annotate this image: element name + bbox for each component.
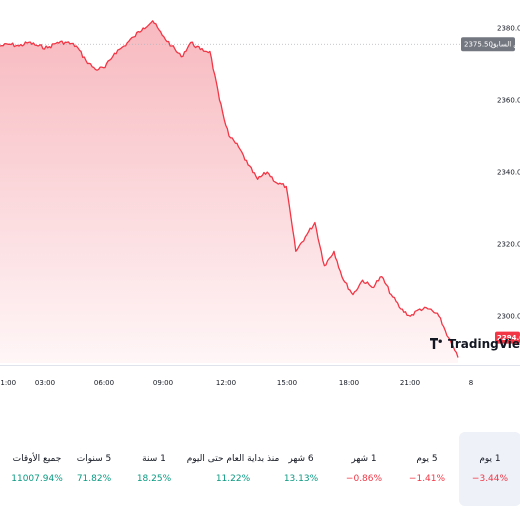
performance-period-label: 5 سنوات (76, 454, 112, 464)
x-tick-label: 09:00 (153, 379, 173, 387)
performance-tab[interactable]: جميع الأوقات 11007.94% (6, 432, 68, 506)
price-area-fill (0, 20, 458, 364)
y-tick-label: 2360.00 (497, 97, 520, 105)
x-tick-label: 12:00 (216, 379, 236, 387)
x-tick-label: 15:00 (277, 379, 297, 387)
performance-period-label: 5 يوم (416, 454, 438, 464)
previous-close-label: الإغلاق السابق2375.50 (464, 41, 520, 49)
performance-value: −1.41% (408, 474, 446, 484)
performance-value: 71.82% (76, 474, 112, 484)
x-tick-label: 01:00 (0, 379, 16, 387)
performance-period-label: منذ بداية العام حتى اليوم (186, 454, 280, 464)
performance-period-label: 1 شهر (351, 454, 377, 464)
x-tick-label: 21:00 (400, 379, 420, 387)
performance-tab[interactable]: 6 شهر 13.13% (270, 432, 332, 506)
last-price-label: 2294.05 (497, 334, 520, 342)
performance-tab[interactable]: منذ بداية العام حتى اليوم 11.22% (187, 432, 280, 506)
y-tick-label: 2340.00 (497, 169, 520, 177)
previous-close-title: الإغلاق السابق (491, 41, 520, 49)
performance-tab[interactable]: 5 سنوات 71.82% (63, 432, 125, 506)
performance-value: 11007.94% (11, 474, 63, 484)
y-tick-label: 2300.00 (497, 313, 520, 321)
y-tick-label: 2380.00 (497, 25, 520, 33)
performance-period-label: جميع الأوقات (12, 454, 62, 464)
price-chart[interactable]: الإغلاق السابق2375.50 2380.00 2360.00 2340… (0, 0, 520, 430)
y-tick-label: 2320.00 (497, 241, 520, 249)
performance-value: 13.13% (283, 474, 319, 484)
performance-value: 18.25% (136, 474, 172, 484)
previous-close-value: 2375.50 (464, 41, 493, 49)
previous-close-label-bg (461, 37, 515, 52)
performance-value: −0.86% (345, 474, 383, 484)
performance-period-label: 6 شهر (288, 454, 314, 464)
performance-period-label: 1 يوم (479, 454, 501, 464)
performance-value: 11.22% (215, 474, 251, 484)
performance-strip: 1 يوم −3.44% 5 يوم −1.41% 1 شهر −0.86% 6 شهر 13… (0, 430, 520, 510)
tradingview-logo-text: TradingView (448, 337, 520, 351)
tradingview-logo[interactable]: TradingView (430, 337, 520, 351)
x-tick-label: 18:00 (339, 379, 359, 387)
x-tick-label: 8 (469, 379, 473, 387)
x-tick-label: 03:00 (35, 379, 55, 387)
performance-value: −3.44% (471, 474, 509, 484)
price-line (0, 20, 459, 358)
performance-tab[interactable]: 1 سنة 18.25% (123, 432, 185, 506)
tradingview-logo-icon (430, 338, 442, 349)
x-tick-label: 06:00 (94, 379, 114, 387)
performance-tab[interactable]: 1 يوم −3.44% (459, 432, 520, 506)
last-price-label-bg (495, 331, 520, 344)
performance-tab[interactable]: 5 يوم −1.41% (396, 432, 458, 506)
performance-period-label: 1 سنة (142, 454, 166, 464)
performance-tab[interactable]: 1 شهر −0.86% (333, 432, 395, 506)
